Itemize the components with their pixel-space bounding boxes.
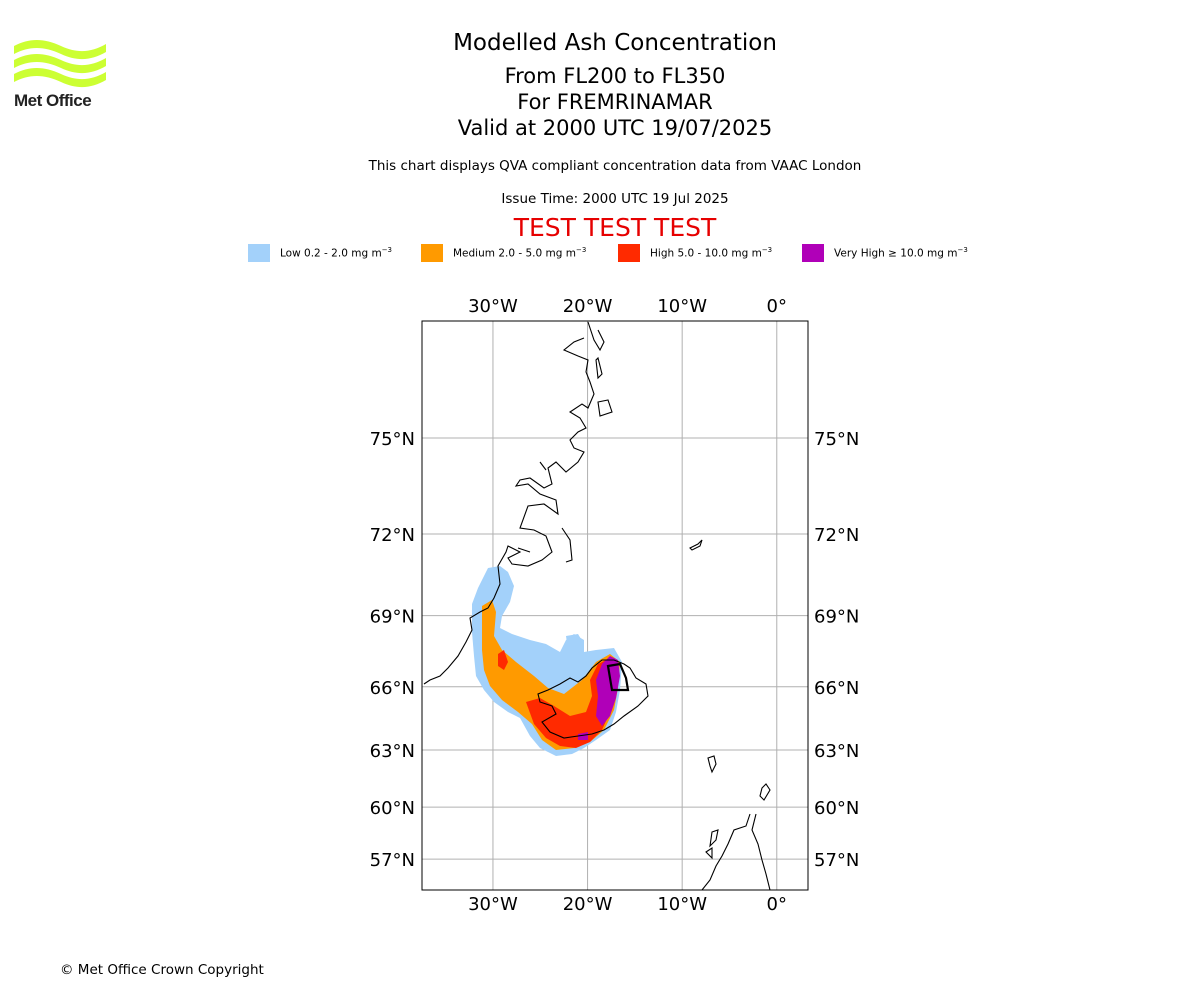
lon-tick-label-bottom: 10°W [657,894,707,915]
map-frame [421,320,809,891]
scotland-coast [701,813,771,890]
legend-label-low: Low 0.2 - 2.0 mg m−3 [280,246,393,260]
lon-tick-label-bottom: 20°W [563,894,613,915]
lat-tick-label-right: 63°N [814,741,859,762]
lat-tick-label-left: 57°N [370,850,415,871]
lon-tick-label-top: 20°W [563,296,613,317]
lon-tick-label-bottom: 0° [767,894,787,915]
shetland-coast [759,783,771,801]
chart-title: Modelled Ash Concentration [453,30,777,56]
legend: Low 0.2 - 2.0 mg m−3 Medium 2.0 - 5.0 mg… [0,244,1200,264]
ash-low-patch [566,634,584,652]
lon-tick-label-top: 0° [767,296,787,317]
flight-levels: From FL200 to FL350 [504,64,726,88]
logo-wordmark: Met Office [14,91,92,110]
lon-tick-label-top: 10°W [657,296,707,317]
lat-tick-label-right: 69°N [814,607,859,628]
lat-tick-label-right: 60°N [814,798,859,819]
ash-very-high-region [596,656,620,726]
legend-label-high: High 5.0 - 10.0 mg m−3 [650,246,773,260]
lat-tick-label-left: 72°N [370,525,415,546]
lat-tick-label-right: 72°N [814,525,859,546]
iceland-coast [537,659,649,739]
lon-tick-label-top: 30°W [468,296,518,317]
met-office-logo-icon [14,40,106,88]
lat-tick-label-left: 63°N [370,741,415,762]
lat-tick-label-left: 75°N [370,429,415,450]
legend-swatch-low [248,244,270,262]
legend-label-very-high: Very High ≥ 10.0 mg m−3 [834,246,968,260]
volcano-name: For FREMRINAMAR [517,90,713,114]
faroe-coast [707,755,717,774]
ash-very-high-spot [578,732,588,740]
lat-tick-label-right: 57°N [814,850,859,871]
test-banner: TEST TEST TEST [513,213,717,242]
lat-tick-label-right: 75°N [814,429,859,450]
lat-tick-label-left: 60°N [370,798,415,819]
lon-tick-label-bottom: 30°W [468,894,518,915]
jan-mayen-coast [689,539,703,551]
copyright: © Met Office Crown Copyright [60,962,264,978]
issue-time: Issue Time: 2000 UTC 19 Jul 2025 [501,191,729,207]
ash-high-spot [498,650,508,670]
lat-tick-label-right: 66°N [814,678,859,699]
valid-time: Valid at 2000 UTC 19/07/2025 [457,116,773,140]
legend-swatch-medium [421,244,443,262]
volcano-source-marker [606,662,630,692]
legend-swatch-very-high [802,244,824,262]
axis-ticks: 30°W 30°W 20°W 20°W 10°W 10°W 0° 0° 75°N 75°N 72°N… [370,296,860,915]
coastlines [423,321,771,890]
ash-high-region [526,658,618,748]
lat-tick-label-left: 69°N [370,607,415,628]
qva-note: This chart displays QVA compliant concen… [368,158,862,174]
greenland-coast [423,321,613,685]
legend-swatch-high [618,244,640,262]
legend-label-medium: Medium 2.0 - 5.0 mg m−3 [453,246,587,260]
lat-tick-label-left: 66°N [370,678,415,699]
